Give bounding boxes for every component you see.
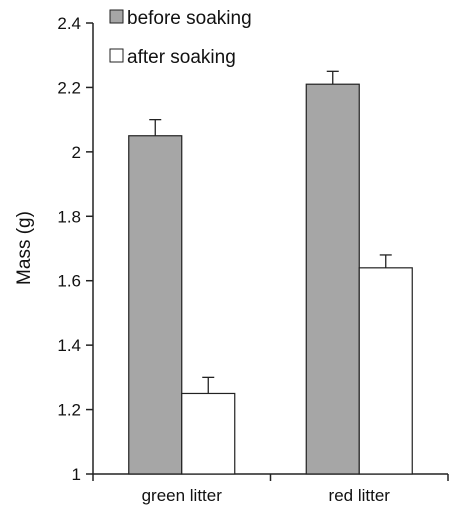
bars [128,83,413,475]
bar-after-soaking [181,392,236,475]
legend-swatch-before-soaking [109,9,124,24]
bar-before-soaking [305,83,360,475]
error-bars [149,70,392,394]
y-tick-label: 1.8 [57,207,81,226]
y-tick-label: 1.2 [57,401,81,420]
y-tick-label: 2 [72,143,81,162]
y-axis-title: Mass (g) [14,211,35,285]
x-ticks: green litter red litter [92,474,449,505]
legend-label-after-soaking: after soaking [127,47,236,68]
y-tick-label: 2.4 [57,14,81,33]
y-ticks: 1 1.2 1.4 1.6 1.8 2 2.2 2.4 [57,14,93,484]
y-tick-label: 1.6 [57,272,81,291]
legend-swatch-after-soaking [109,48,124,63]
x-tick-label: green litter [142,486,223,505]
y-tick-label: 1.4 [57,336,81,355]
x-tick-label: red litter [329,486,391,505]
legend-label-before-soaking: before soaking [127,8,252,29]
bar-after-soaking [358,267,413,475]
y-tick-label: 2.2 [57,78,81,97]
legend: before soaking after soaking [109,8,252,68]
bar-before-soaking [128,135,183,475]
y-tick-label: 1 [72,465,81,484]
